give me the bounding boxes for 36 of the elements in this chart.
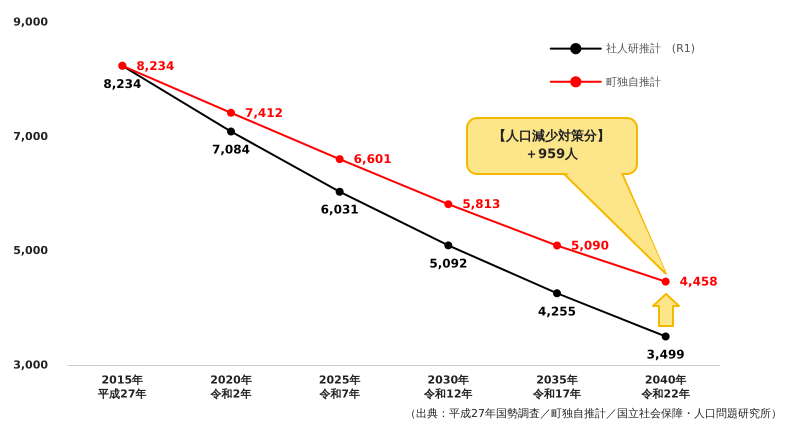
annotation: 【人口減少対策分】＋959人 (492, 128, 612, 164)
data-label: 8,234 (103, 76, 142, 91)
x-tick-label: 2025年令和7年 (318, 374, 360, 400)
data-label: 7,084 (212, 142, 250, 157)
data-label: 5,090 (571, 238, 609, 253)
data-label: 4,458 (680, 274, 718, 289)
point (553, 242, 561, 250)
x-tick-label: 2030年令和12年 (423, 374, 472, 400)
y-tick-label: 9,000 (13, 16, 48, 28)
point (336, 188, 344, 196)
x-tick-label: 2040年令和22年 (640, 374, 690, 400)
data-label: 5,813 (462, 197, 500, 212)
data-label: 7,412 (245, 106, 283, 120)
point (662, 278, 670, 286)
y-tick-label: 7,000 (13, 130, 48, 143)
data-label: 6,031 (320, 202, 359, 217)
point (444, 200, 452, 208)
legend-label: 町独自推計 (606, 75, 661, 88)
text: （出典：平成27年国勢調査／町独自推計／国立社会保障・人口問題研究所） (405, 407, 782, 420)
point (444, 241, 452, 250)
x-tick-label: 2035年令和17年 (532, 374, 582, 400)
y-tick-label: 3,000 (13, 358, 48, 372)
y-tick-label: 5,000 (13, 244, 48, 258)
data-label: 8,234 (136, 58, 174, 73)
data-label: 6,601 (354, 152, 392, 166)
point (227, 108, 235, 117)
point (553, 289, 561, 298)
x-tick-label: 2020年令和2年 (210, 374, 252, 400)
data-label: 4,255 (538, 304, 576, 318)
point (336, 155, 344, 164)
x-tick-label: 2015年平成27年 (97, 374, 146, 400)
legend-label: 社人研推計 (R1) (606, 42, 696, 56)
data-label: 3,499 (646, 347, 685, 362)
point (662, 332, 670, 340)
point (227, 128, 235, 136)
data-label: 5,092 (429, 256, 468, 270)
